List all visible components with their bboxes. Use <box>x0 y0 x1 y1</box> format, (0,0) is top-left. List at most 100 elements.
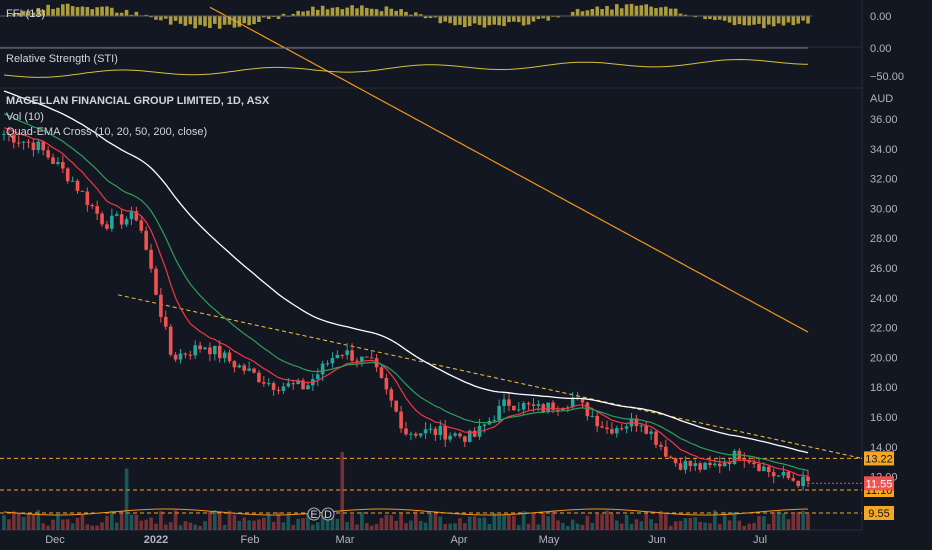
volume-bar <box>129 514 134 530</box>
candle-body <box>7 134 11 136</box>
volume-bar <box>546 516 550 530</box>
volume-bar <box>51 519 55 530</box>
candle-body <box>472 430 477 437</box>
ema-legend[interactable]: Quad-EMA Cross (10, 20, 50, 200, close) <box>6 126 208 138</box>
candle-body <box>65 168 70 182</box>
candle-body <box>193 345 197 356</box>
volume-bar <box>252 520 256 530</box>
ffi-bar <box>595 6 599 16</box>
ffi-bar <box>193 16 197 29</box>
ffi-bar <box>291 13 296 16</box>
ffi-bar <box>423 16 428 19</box>
y-tick-label: 22.00 <box>870 323 898 335</box>
ffi-bar <box>124 9 129 16</box>
candle-body <box>516 409 521 411</box>
volume-bar <box>600 514 604 530</box>
volume-bar <box>222 524 227 530</box>
ffi-bar <box>683 14 688 16</box>
candle-body <box>149 249 153 269</box>
ffi-bar <box>443 16 448 22</box>
volume-bar <box>159 511 163 530</box>
volume-bar <box>786 519 791 530</box>
candle-body <box>41 141 46 151</box>
candle-body <box>605 427 609 430</box>
volume-bar <box>575 523 580 530</box>
volume-bar <box>291 524 296 530</box>
volume-bar <box>806 513 810 530</box>
candle-body <box>296 380 300 385</box>
ffi-bar <box>95 7 99 16</box>
volume-bar <box>561 523 565 530</box>
volume-bar <box>173 510 178 530</box>
ffi-bar <box>742 16 747 26</box>
ffi-bar <box>516 16 521 23</box>
candle-body <box>350 350 354 361</box>
volume-legend[interactable]: Vol (10) <box>6 111 44 123</box>
volume-bar <box>423 522 428 530</box>
volume-bar <box>203 521 207 530</box>
volume-bar <box>605 510 609 530</box>
candle-body <box>615 428 619 434</box>
volume-bar <box>654 523 658 530</box>
volume-bar <box>325 513 330 530</box>
volume-bar <box>100 522 104 530</box>
ffi-bar <box>791 16 796 26</box>
candle-body <box>414 433 418 436</box>
ffi-bar <box>379 11 384 16</box>
ffi-bar <box>806 16 810 24</box>
volume-bar <box>276 512 281 530</box>
ffi-bar <box>762 16 766 29</box>
candle-body <box>252 368 256 373</box>
volume-bar <box>105 515 109 530</box>
candle-body <box>585 402 590 417</box>
volume-bar <box>776 511 781 530</box>
candle-body <box>139 220 144 231</box>
candle-body <box>551 402 555 410</box>
symbol-title[interactable]: MAGELLAN FINANCIAL GROUP LIMITED, 1D, AS… <box>6 95 270 107</box>
candle-body <box>673 457 678 464</box>
volume-bar <box>271 521 276 530</box>
ffi-bar <box>345 7 349 16</box>
ffi-bar <box>198 16 202 25</box>
ffi-bar <box>507 16 511 23</box>
candle-body <box>100 213 104 225</box>
ffi-bar <box>384 6 389 17</box>
candle-body <box>360 356 364 362</box>
candle-body <box>399 411 403 429</box>
volume-bar <box>664 512 668 530</box>
ffi-bar <box>624 4 629 16</box>
ffi-bar <box>271 16 276 18</box>
ffi-bar <box>114 12 119 16</box>
candle-body <box>119 214 124 225</box>
currency-label: AUD <box>870 93 894 105</box>
volume-bar <box>472 516 477 530</box>
ffi-bar <box>722 16 727 21</box>
candle-body <box>345 350 349 355</box>
volume-bar <box>703 522 707 530</box>
y-tick-label: 30.00 <box>870 203 898 215</box>
volume-bar <box>85 524 90 530</box>
volume-bar <box>634 519 639 530</box>
volume-bar <box>154 523 158 530</box>
volume-bar <box>590 523 595 530</box>
volume-bar <box>242 517 247 530</box>
candle-body <box>752 462 756 465</box>
candle-body <box>394 400 398 412</box>
candle-body <box>286 383 291 387</box>
ffi-bar <box>276 16 281 19</box>
x-tick-label: 2022 <box>144 534 168 546</box>
volume-bar <box>7 519 11 530</box>
volume-bar <box>526 523 531 530</box>
ffi-bar <box>154 16 158 20</box>
ffi-bar <box>360 5 364 16</box>
candle-body <box>703 462 707 470</box>
candle-body <box>95 206 99 214</box>
candle-body <box>306 385 310 390</box>
candle-body <box>26 141 31 143</box>
ffi-bar <box>467 16 472 27</box>
volume-bar <box>301 518 305 530</box>
ffi-bar <box>325 9 330 16</box>
candle-body <box>610 429 614 434</box>
volume-bar <box>340 452 345 530</box>
